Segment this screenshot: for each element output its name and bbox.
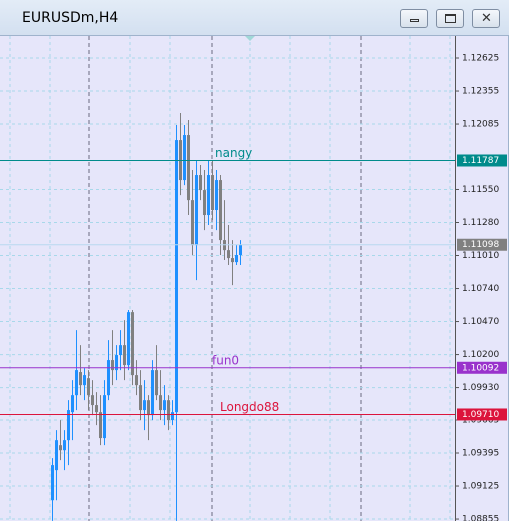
plot-background: [0, 36, 509, 521]
candle-body: [155, 370, 158, 396]
candle-body: [139, 385, 142, 411]
candle-body: [87, 378, 90, 396]
vertical-grid: [9, 36, 451, 521]
candle-body: [91, 395, 94, 406]
candle-body: [235, 255, 238, 263]
y-tick-label: 1.11550: [462, 185, 499, 195]
candle-body: [115, 355, 118, 371]
candle-body: [59, 445, 62, 451]
candle-body: [119, 345, 122, 356]
maximize-button[interactable]: [436, 9, 464, 28]
y-tick-label: 1.10470: [462, 317, 499, 327]
y-tick-label: 1.09665: [462, 415, 499, 425]
candle-body: [107, 360, 110, 396]
candle-body: [215, 180, 218, 211]
candle-body: [99, 412, 102, 439]
candle-body: [71, 395, 74, 413]
candle-body: [195, 175, 198, 246]
horizontal-line-name: Longdo88: [220, 400, 279, 414]
y-tick-label: 1.12085: [462, 120, 499, 130]
horizontal-line-name: fun0: [212, 353, 239, 367]
close-button[interactable]: ✕: [472, 9, 500, 28]
candle-body: [199, 175, 202, 191]
y-tick-label: 1.10740: [462, 284, 499, 294]
candle-body: [63, 440, 66, 451]
candle-body: [183, 135, 186, 181]
candle-body: [123, 345, 126, 366]
candle-body: [167, 400, 170, 421]
candle-body: [163, 400, 166, 411]
candle-body: [55, 440, 58, 471]
candle-body: [159, 395, 162, 411]
y-tick-label: 1.08855: [462, 515, 499, 521]
title-bar: EURUSDm,H4 ✕: [0, 0, 509, 36]
candle-body: [79, 372, 82, 386]
candle-body: [227, 250, 230, 259]
y-tick-label: 1.11280: [462, 218, 499, 228]
candle-body: [175, 140, 178, 413]
candle-body: [83, 375, 86, 386]
candle-body: [103, 395, 106, 439]
horizontal-line-price-label: 1.11787: [462, 156, 499, 166]
candle-body: [127, 312, 130, 366]
horizontal-line-price-box: [457, 408, 507, 421]
candle-body: [151, 370, 154, 416]
candle-body: [191, 200, 194, 246]
candle-body: [135, 375, 138, 386]
shift-marker: [245, 36, 255, 41]
y-tick-label: 1.12625: [462, 54, 499, 64]
candle-body: [239, 244, 242, 256]
last-price-label: 1.11098: [462, 240, 499, 250]
candle-body: [211, 175, 214, 211]
candle-body: [67, 410, 70, 441]
y-tick-label: 1.09125: [462, 482, 499, 492]
horizontal-line-price-box: [457, 154, 507, 167]
last-price-box: [457, 238, 507, 251]
candle-body: [51, 465, 54, 501]
candle-body: [207, 175, 210, 216]
horizontal-line-price-label: 1.10092: [462, 363, 499, 373]
y-tick-label: 1.12355: [462, 87, 499, 97]
minimize-button[interactable]: [400, 9, 428, 28]
horizontal-line-price-label: 1.09710: [462, 410, 499, 420]
horizontal-line-price-box: [457, 361, 507, 374]
y-tick-label: 1.09395: [462, 449, 499, 459]
candle-body: [203, 190, 206, 216]
candle-body: [95, 405, 98, 413]
y-tick-label: 1.11010: [462, 251, 499, 261]
candle-body: [187, 135, 190, 201]
candle-body: [143, 400, 146, 411]
y-tick-label: 1.10200: [462, 350, 499, 360]
candle-body: [111, 360, 114, 371]
window-title: EURUSDm,H4: [22, 10, 119, 26]
candle-body: [75, 370, 78, 396]
candle-body: [131, 312, 134, 376]
candle-body: [219, 180, 222, 241]
candle-body: [231, 258, 234, 263]
candle-body: [171, 412, 174, 421]
horizontal-line-name: nangy: [215, 146, 252, 160]
candle-body: [147, 400, 150, 416]
y-tick-label: 1.09930: [462, 383, 499, 393]
